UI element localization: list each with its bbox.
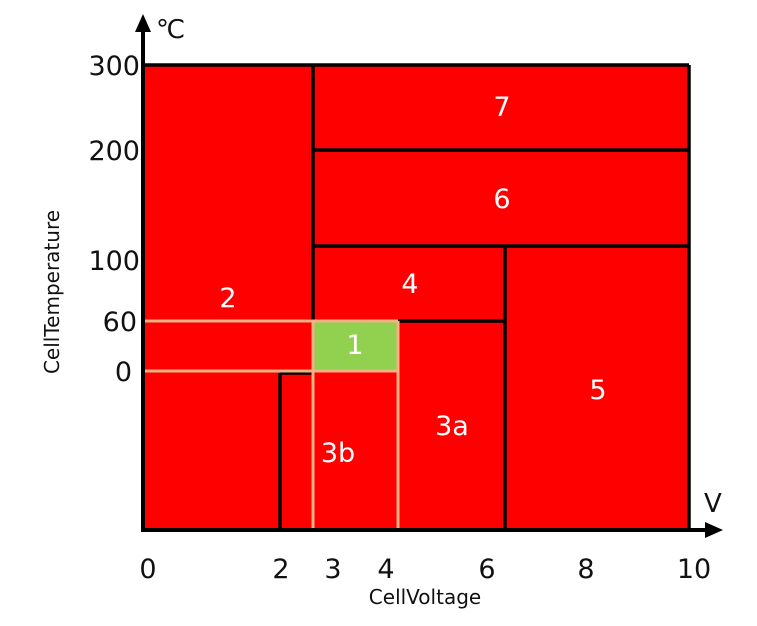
region-6-label: 6: [493, 184, 510, 215]
y-axis: [135, 14, 151, 531]
region-2-label: 2: [219, 283, 236, 314]
y-tick-300: 300: [88, 51, 140, 82]
region-borders: [143, 63, 691, 530]
region-1-fill: [313, 321, 398, 371]
region-7-label: 7: [493, 92, 510, 123]
region-6-fill: [313, 150, 689, 246]
y-axis-arrow-icon: [135, 14, 151, 32]
y-tick-0: 0: [115, 357, 132, 388]
x-tick-3: 3: [324, 554, 341, 585]
x-unit-label: V: [704, 489, 722, 519]
x-tick-10: 10: [677, 554, 711, 585]
x-tick-8: 8: [577, 554, 594, 585]
y-tick-60: 60: [103, 307, 137, 338]
y-axis-title: CellTemperature: [40, 210, 64, 374]
x-axis-title: CellVoltage: [369, 585, 481, 609]
region-7-fill: [313, 65, 689, 150]
x-tick-0: 0: [139, 554, 156, 585]
y-unit-label: ℃: [156, 15, 185, 45]
region-3a-label: 3a: [435, 411, 469, 442]
y-tick-200: 200: [88, 136, 140, 167]
region-4-fill: [313, 246, 505, 321]
region-3b-fill: [280, 371, 398, 530]
region-1-label: 1: [346, 330, 363, 361]
region-3b-label: 3b: [321, 438, 355, 469]
region-5-fill: [505, 246, 689, 530]
x-tick-2: 2: [272, 554, 289, 585]
x-tick-6: 6: [478, 554, 495, 585]
safe-area-guides: [145, 319, 400, 530]
region-5-label: 5: [589, 375, 606, 406]
x-axis-arrow-icon: [705, 522, 723, 538]
region-3a-fill: [398, 321, 505, 530]
x-axis: [141, 522, 723, 538]
x-tick-4: 4: [377, 554, 394, 585]
y-tick-100: 100: [88, 246, 140, 277]
region-4-label: 4: [401, 269, 418, 300]
